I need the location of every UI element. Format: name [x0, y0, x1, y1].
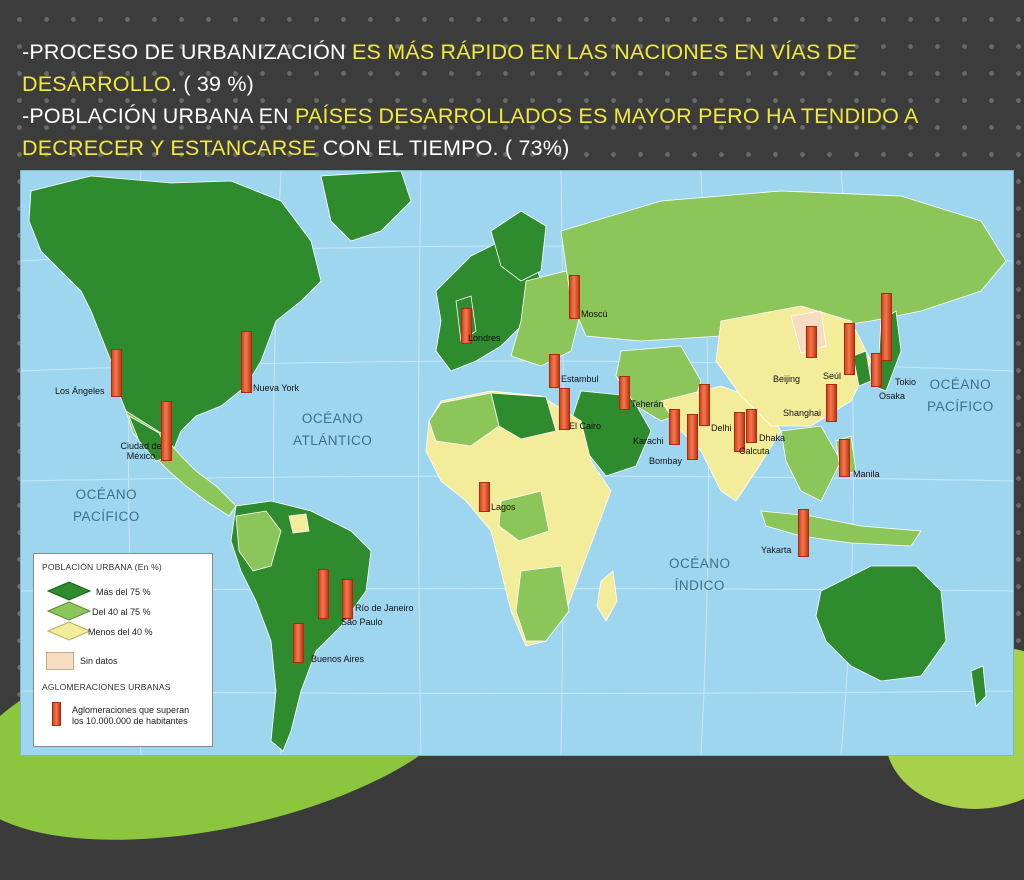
title-line-2-suffix: CON EL TIEMPO. ( 73%) — [316, 136, 570, 160]
city-label-yakarta: Yakarta — [761, 545, 792, 555]
region-greenland — [320, 171, 412, 242]
ocean-label-atlantico-line2: ATLÁNTICO — [293, 433, 373, 448]
city-label-el-cairo: El Cairo — [569, 421, 602, 431]
world-map: OCÉANO ATLÁNTICO OCÉANO PACÍFICO OCÉANO ÍND… — [20, 170, 1014, 756]
bar-osaka — [871, 353, 882, 387]
city-label-calcuta: Calcuta — [739, 446, 770, 456]
ocean-label-pacifico-east-line1: OCÉANO — [929, 377, 992, 392]
title-line-1-suffix: . ( 39 %) — [170, 72, 255, 96]
bar-beijing — [806, 326, 817, 358]
bar-sao-paulo — [318, 569, 329, 619]
city-label-estambul: Estambul — [561, 374, 599, 384]
bar-bombay — [687, 414, 698, 460]
city-label-osaka: Osaka — [879, 391, 906, 401]
legend-label-high: Más del 75 % — [96, 587, 151, 597]
ocean-label-indico-line2: ÍNDICO — [674, 578, 725, 593]
city-label-tokio: Tokio — [895, 377, 917, 387]
city-label-sao-paulo: São Paulo — [341, 617, 383, 627]
legend-title-urban: POBLACIÓN URBANA (En %) — [42, 562, 162, 572]
city-label-buenos-aires: Buenos Aires — [311, 654, 365, 664]
legend-swatch-agglomeration — [52, 702, 61, 726]
legend-swatch-mid — [46, 601, 92, 621]
legend-label-low: Menos del 40 % — [88, 627, 153, 637]
title-line-2-highlight: PAÍSES DESARROLLADOS ES MAYOR PERO HA TE… — [22, 104, 918, 160]
bar-manila — [839, 439, 850, 477]
map-legend: POBLACIÓN URBANA (En %) Más del 75 % Del… — [33, 553, 213, 747]
city-label-ciudad-de-mexico: Ciudad de México — [120, 441, 162, 461]
ocean-label-pacifico-east: OCÉANO PACÍFICO — [927, 374, 994, 418]
region-north-africa-mid — [428, 392, 500, 447]
bar-dhaka — [746, 409, 757, 443]
city-label-moscu: Moscú — [581, 309, 608, 319]
city-label-shanghai: Shanghai — [783, 408, 822, 418]
bar-ciudad-de-mexico — [161, 401, 172, 461]
ocean-label-pacifico-west: OCÉANO PACÍFICO — [73, 484, 140, 528]
region-madagascar — [596, 570, 618, 622]
ocean-label-atlantico: OCÉANO ATLÁNTICO — [293, 408, 372, 452]
city-label-delhi: Delhi — [711, 423, 732, 433]
region-southern-africa-mid — [515, 565, 570, 642]
region-australia — [815, 565, 947, 682]
city-label-lagos: Lagos — [491, 502, 516, 512]
title-line-2-prefix: -POBLACIÓN URBANA EN — [22, 104, 296, 128]
region-southeast-asia — [780, 425, 842, 502]
bar-buenos-aires — [293, 623, 304, 663]
region-north-america — [28, 175, 322, 457]
city-label-beijing: Beijing — [773, 374, 801, 384]
legend-label-aggl-line1: Aglomeraciones que superan — [72, 705, 190, 715]
city-label-rio-de-janeiro: Río de Janeiro — [355, 603, 414, 613]
title-line-1-highlight: ES MÁS RÁPIDO EN LAS NACIONES EN VÍAS DE… — [22, 40, 857, 96]
city-label-los-angeles: Los Ángeles — [55, 386, 105, 396]
bar-el-cairo — [559, 388, 570, 430]
bar-shanghai — [826, 384, 837, 422]
title-line-1: -PROCESO DE URBANIZACIÓN ES MÁS RÁPIDO E… — [22, 36, 1012, 100]
bar-delhi — [699, 384, 710, 426]
region-new-zealand — [970, 665, 987, 707]
bar-rio-de-janeiro — [342, 579, 353, 619]
legend-label-aggl-line2: los 10.000.000 de habitantes — [72, 716, 188, 726]
bar-tokio — [881, 293, 892, 361]
slide-title: -PROCESO DE URBANIZACIÓN ES MÁS RÁPIDO E… — [22, 36, 1012, 164]
ocean-label-pacifico-west-line1: OCÉANO — [75, 487, 138, 502]
bar-teheran — [619, 376, 630, 410]
title-line-1-prefix: -PROCESO DE URBANIZACIÓN — [22, 40, 352, 64]
title-line-2: -POBLACIÓN URBANA EN PAÍSES DESARROLLADO… — [22, 100, 1012, 164]
bar-yakarta — [798, 509, 809, 557]
region-scandinavia — [490, 210, 547, 282]
region-russia — [560, 190, 1007, 342]
bar-moscu — [569, 275, 580, 319]
ocean-label-pacifico-west-line2: PACÍFICO — [73, 509, 140, 524]
region-south-america-mid — [235, 510, 282, 572]
city-label-nueva-york: Nueva York — [253, 383, 300, 393]
ocean-label-pacifico-east-line2: PACÍFICO — [927, 399, 994, 414]
city-label-manila: Manila — [853, 469, 880, 479]
bar-seul — [844, 323, 855, 375]
city-label-bombay: Bombay — [649, 456, 683, 466]
city-label-dhaka: Dhaka — [759, 433, 786, 443]
bar-estambul — [549, 354, 560, 388]
region-central-africa-mid — [498, 490, 550, 542]
bar-calcuta — [734, 412, 745, 452]
city-label-teheran: Teherán — [631, 399, 664, 409]
city-label-londres: Londres — [468, 333, 501, 343]
bar-karachi — [669, 409, 680, 445]
bar-los-angeles — [111, 349, 122, 397]
legend-title-agglomerations: AGLOMERACIONES URBANAS — [42, 682, 171, 692]
bar-lagos — [479, 482, 490, 512]
legend-swatch-no-data — [46, 652, 74, 670]
bar-nueva-york — [241, 331, 252, 393]
city-label-karachi: Karachi — [633, 436, 664, 446]
legend-swatch-low — [46, 621, 92, 641]
region-south-america-low — [288, 513, 310, 534]
region-indonesia — [760, 510, 922, 547]
ocean-label-indico: OCÉANO ÍNDICO — [669, 553, 731, 597]
bar-londres — [461, 308, 472, 344]
legend-label-no-data: Sin datos — [80, 656, 118, 666]
city-label-seul: Seúl — [823, 371, 842, 381]
ocean-label-indico-line1: OCÉANO — [669, 556, 731, 571]
legend-label-mid: Del 40 al 75 % — [92, 607, 151, 617]
ocean-label-atlantico-line1: OCÉANO — [301, 411, 364, 426]
legend-swatch-high — [46, 581, 92, 601]
